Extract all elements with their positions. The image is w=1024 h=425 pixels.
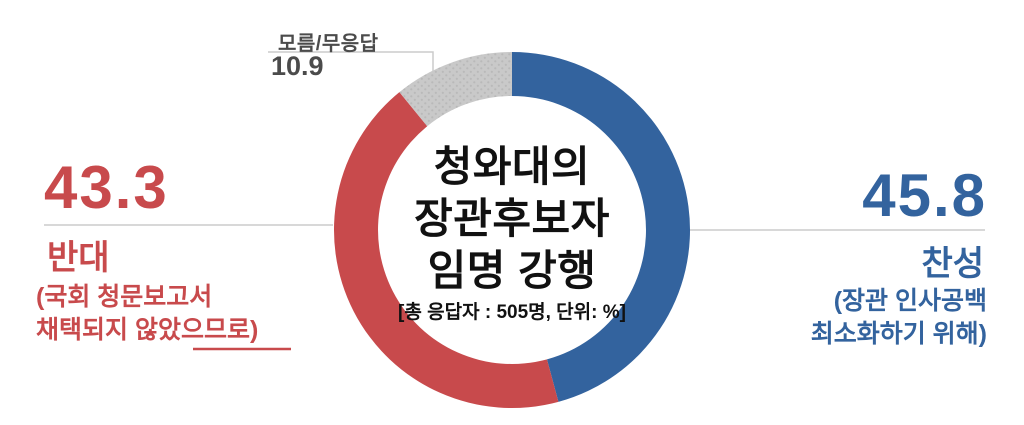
donut-chart [333,52,691,409]
favor-note: (장관 인사공백 최소화하기 위해) [811,285,987,351]
favor-value: 45.8 [862,162,987,229]
oppose-note-line-1: (국회 청문보고서 [36,283,213,311]
oppose-value: 43.3 [44,154,169,221]
no-answer-value: 10.9 [271,51,324,81]
chart-title-line-1: 청와대의 [433,143,591,190]
donut-segment-favor [512,52,691,402]
leader-line-no-answer [268,51,434,71]
chart-title-line-3: 임명 강행 [427,247,597,294]
no-answer-label: 모름/무응답 [278,33,379,55]
chart-subtitle: [총 응답자 : 505명, 단위: %] [398,302,626,323]
oppose-note: (국회 청문보고서 채택되지 않았으므로) [36,281,258,347]
favor-label: 찬성 [921,245,984,283]
donut-segment-no-answer [399,52,512,127]
oppose-note-line-2: 채택되지 않았으므로) [36,316,259,344]
chart-title: 청와대의 장관후보자 임명 강행 [362,141,662,297]
favor-note-line-2: 최소화하기 위해) [810,320,987,348]
leader-lines [44,51,985,351]
favor-note-line-1: (장관 인사공백 [833,287,987,315]
chart-title-line-2: 장관후보자 [414,195,610,242]
oppose-label: 반대 [47,239,110,277]
donut-segment-oppose [333,92,559,409]
